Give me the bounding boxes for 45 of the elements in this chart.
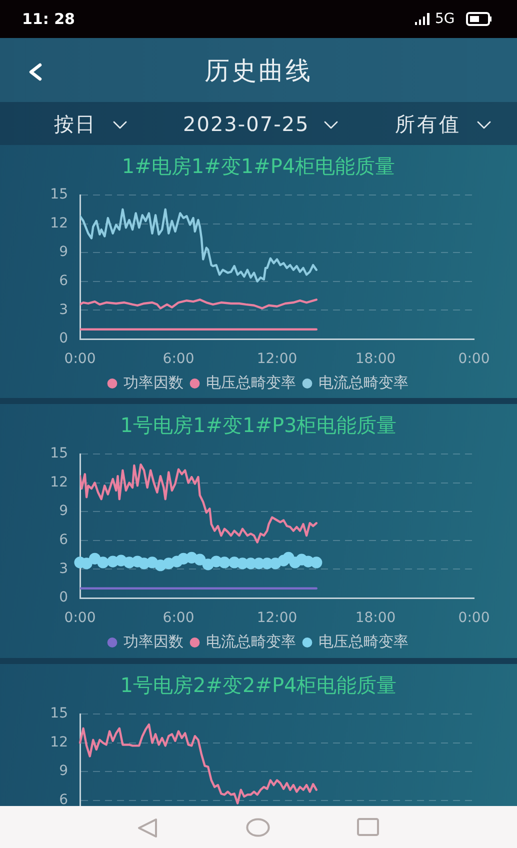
text: 11: 28 [22, 9, 75, 29]
y-tick-label: 9 [59, 503, 68, 520]
x-tick-label: 18:00 [355, 610, 396, 626]
x-tick-label: 0:00 [64, 610, 96, 626]
point [310, 556, 322, 568]
x-tick-label: 6:00 [162, 610, 194, 626]
y-tick-label: 15 [50, 706, 68, 722]
y-tick-label: 15 [50, 446, 68, 462]
x-tick-label: 0:00 [64, 351, 96, 368]
chart-title: 1号电房2#变2#P4柜电能质量 [120, 673, 397, 698]
y-tick-label: 15 [50, 186, 68, 203]
text: 所有值 [395, 112, 461, 136]
x-tick-label: 0:00 [458, 351, 490, 368]
x-tick-label: 12:00 [256, 351, 298, 368]
chart-title: 1号电房1#变1#P3柜电能质量 [120, 413, 397, 438]
legend-label: 电流总畸变率 [206, 632, 296, 650]
y-tick-label: 0 [59, 590, 68, 606]
point [97, 556, 109, 568]
y-tick-label: 6 [59, 273, 68, 290]
text: 2023-07-25 [183, 112, 310, 136]
x-tick-label: 18:00 [355, 351, 396, 368]
y-tick-label: 6 [59, 532, 68, 548]
y-tick-label: 3 [59, 302, 68, 318]
point [194, 554, 206, 566]
legend-label: 电流总畸变率 [318, 373, 408, 392]
text: 按日 [54, 112, 96, 136]
legend-label: 电压总畸变率 [318, 632, 408, 650]
y-tick-label: 6 [59, 792, 68, 808]
point [218, 556, 230, 568]
y-tick-label: 9 [59, 763, 68, 780]
y-tick-label: 9 [59, 244, 68, 260]
y-tick-label: 3 [59, 560, 68, 577]
x-tick-label: 12:00 [256, 610, 298, 626]
text: 历史曲线 [204, 56, 312, 86]
text: 5G [435, 10, 455, 28]
y-tick-label: 12 [50, 734, 68, 750]
legend-label: 电压总畸变率 [206, 373, 296, 392]
y-tick-label: 0 [59, 330, 68, 347]
legend-label: 功率因数 [123, 632, 184, 650]
x-tick-label: 6:00 [162, 351, 194, 368]
chart-title: 1#电房1#变1#P4柜电能质量 [122, 154, 396, 178]
x-tick-label: 0:00 [458, 610, 490, 626]
legend-label: 功率因数 [123, 373, 184, 392]
y-tick-label: 12 [50, 215, 68, 232]
y-tick-label: 12 [50, 474, 68, 490]
